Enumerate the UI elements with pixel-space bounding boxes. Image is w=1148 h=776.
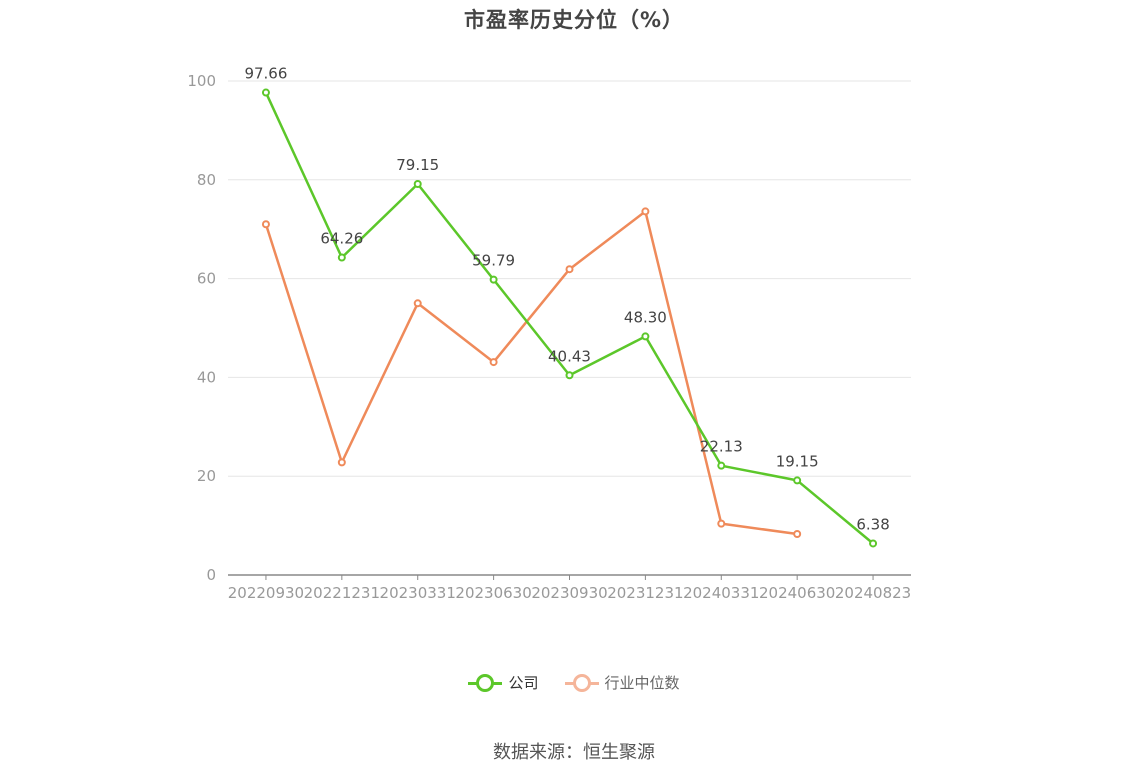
- industry-data-point[interactable]: [337, 458, 346, 467]
- industry-data-point[interactable]: [261, 220, 270, 229]
- company-data-point[interactable]: [489, 275, 498, 284]
- legend-industry-label: 行业中位数: [604, 674, 680, 692]
- x-tick-label: 20240331: [683, 584, 759, 602]
- company-data-point[interactable]: [261, 88, 270, 97]
- legend-company-label: 公司: [508, 674, 539, 692]
- y-tick-label: 0: [206, 566, 216, 584]
- y-tick-label: 40: [197, 368, 216, 386]
- company-data-point[interactable]: [565, 371, 574, 380]
- x-tick-label: 20221231: [304, 584, 380, 602]
- company-data-label: 19.15: [776, 452, 819, 470]
- x-tick-label: 20230331: [380, 584, 456, 602]
- data-source: 数据来源：恒生聚源: [493, 742, 655, 763]
- company-data-point[interactable]: [413, 179, 422, 188]
- company-data-label: 48.30: [624, 308, 667, 326]
- y-tick-label: 100: [187, 72, 216, 90]
- legend-item-company[interactable]: 公司: [468, 672, 539, 693]
- company-data-label: 59.79: [472, 252, 515, 270]
- company-data-point[interactable]: [337, 253, 346, 262]
- x-tick-label: 20240630: [759, 584, 835, 602]
- company-data-point[interactable]: [717, 461, 726, 470]
- legend-company-marker-icon: [468, 673, 503, 692]
- company-data-label: 64.26: [320, 230, 363, 248]
- industry-data-point[interactable]: [717, 519, 726, 528]
- company-data-label: 40.43: [548, 347, 591, 365]
- industry-data-point[interactable]: [565, 265, 574, 274]
- company-data-label: 6.38: [856, 515, 889, 533]
- y-tick-label: 60: [197, 270, 216, 288]
- chart-title: 市盈率历史分位（%）: [463, 8, 685, 32]
- industry-data-point[interactable]: [413, 299, 422, 308]
- company-data-point[interactable]: [793, 476, 802, 485]
- x-tick-label: 20220930: [228, 584, 304, 602]
- company-data-label: 79.15: [396, 156, 439, 174]
- company-data-point[interactable]: [641, 332, 650, 341]
- x-tick-label: 20230930: [531, 584, 607, 602]
- legend-industry-marker-icon: [564, 673, 599, 692]
- legend-item-industry[interactable]: 行业中位数: [564, 672, 680, 693]
- company-data-point[interactable]: [869, 539, 878, 548]
- industry-data-point[interactable]: [793, 529, 802, 538]
- industry-series-line: [264, 210, 799, 536]
- x-tick-label: 20240823: [835, 584, 911, 602]
- y-tick-label: 20: [197, 467, 216, 485]
- y-tick-label: 80: [197, 171, 216, 189]
- x-tick-label: 20230630: [455, 584, 531, 602]
- chart-legend: 公司 行业中位数: [0, 672, 1148, 693]
- industry-data-point[interactable]: [641, 207, 650, 216]
- company-data-label: 22.13: [700, 438, 743, 456]
- x-tick-label: 20231231: [607, 584, 683, 602]
- company-data-label: 97.66: [244, 65, 287, 83]
- industry-data-point[interactable]: [489, 358, 498, 367]
